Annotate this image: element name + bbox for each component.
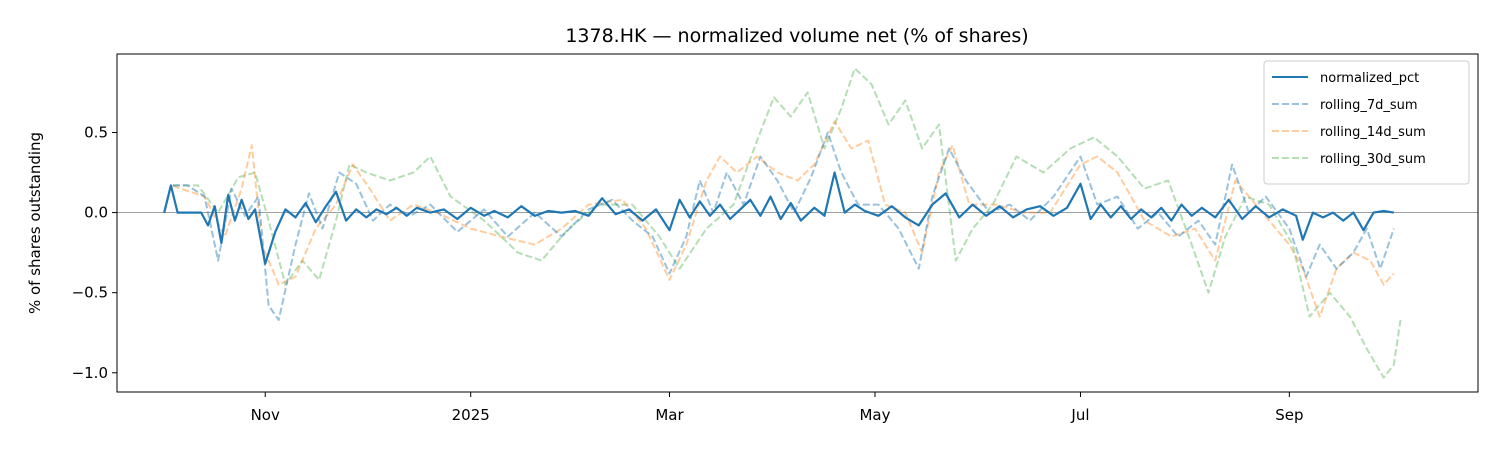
x-tick-label: Sep (1275, 406, 1303, 424)
legend-label: rolling_14d_sum (1320, 125, 1426, 140)
series-line-rolling-30d-sum (163, 67, 1402, 379)
x-tick-label: Jul (1070, 406, 1089, 424)
y-tick-label: 0.5 (84, 123, 108, 141)
chart-title: 1378.HK — normalized volume net (% of sh… (565, 25, 1028, 47)
plot-frame (116, 53, 1479, 393)
y-tick-label: −0.5 (72, 284, 108, 302)
series-line-rolling-7d-sum (163, 131, 1395, 321)
y-tick-label: 0.0 (84, 204, 108, 222)
y-axis-label: % of shares outstanding (26, 132, 44, 314)
x-tick-label: Mar (655, 406, 684, 424)
legend-label: normalized_pct (1320, 71, 1419, 86)
legend-box (1263, 60, 1470, 185)
series-line-normalized-pct (163, 171, 1394, 265)
y-tick-label: −1.0 (72, 364, 108, 382)
legend-label: rolling_7d_sum (1320, 98, 1418, 113)
plot-area (117, 67, 1478, 379)
x-tick-label: Nov (251, 406, 280, 424)
legend-label: rolling_30d_sum (1320, 152, 1426, 167)
series-line-rolling-14d-sum (163, 120, 1395, 318)
axes: Nov 2025 Mar May Jul Sep 0.5 0.0 −0.5 −1.0 (72, 53, 1479, 424)
x-tick-label: 2025 (452, 406, 490, 424)
legend: normalized_pct rolling_7d_sum rolling_14d_… (1263, 60, 1470, 185)
x-tick-label: May (859, 406, 890, 424)
